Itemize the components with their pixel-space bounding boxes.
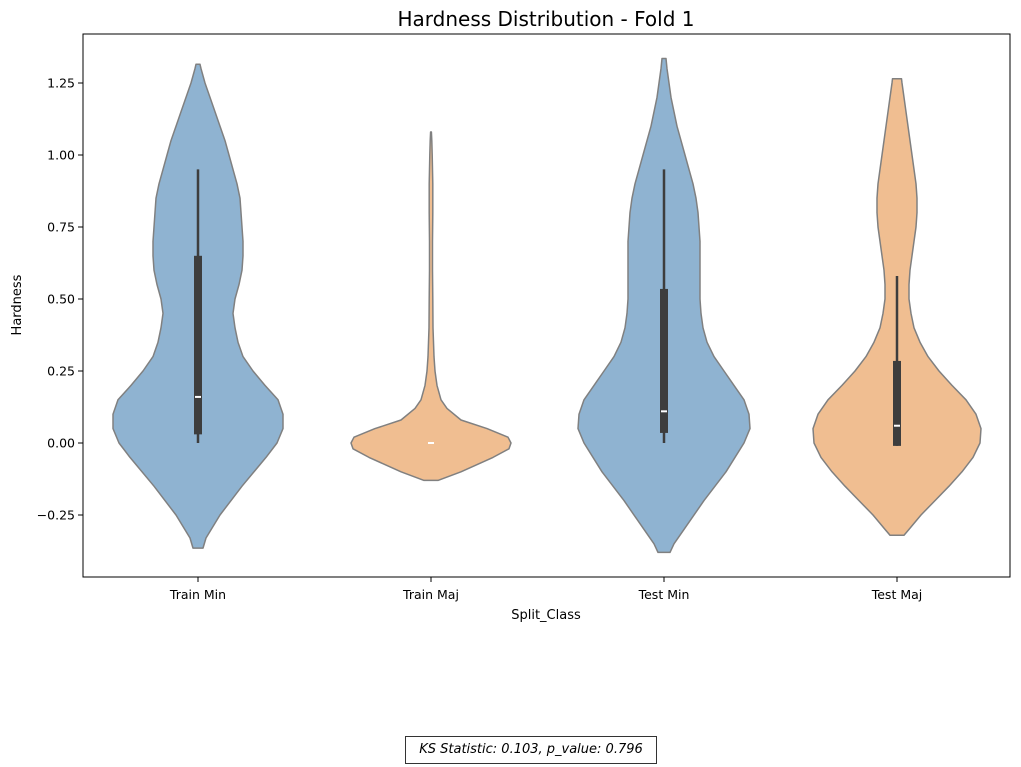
x-axis-label: Split_Class <box>511 608 581 623</box>
y-axis-label: Hardness <box>10 274 25 335</box>
chart-title: Hardness Distribution - Fold 1 <box>397 7 694 31</box>
y-tick-label: 1.00 <box>47 148 75 163</box>
violin-iqr-box <box>194 255 202 435</box>
y-axis: −0.25 0.00 0.25 0.50 0.75 1.00 1.25 <box>37 76 83 523</box>
x-axis: Train Min Train Maj Test Min Test Maj <box>169 577 922 602</box>
y-tick-label: 0.50 <box>47 292 75 307</box>
y-tick-label: 0.25 <box>47 364 75 379</box>
x-tick-label: Test Min <box>638 587 690 602</box>
violin-group <box>577 57 751 554</box>
violin-group <box>812 77 982 536</box>
violin-body <box>350 131 512 482</box>
violin-group <box>350 131 512 482</box>
x-tick-label: Train Maj <box>402 587 459 602</box>
x-tick-label: Train Min <box>169 587 226 602</box>
plot-border <box>82 33 1011 578</box>
y-tick-label: −0.25 <box>37 508 75 523</box>
x-tick-label: Test Maj <box>871 587 923 602</box>
violin-group <box>112 63 284 549</box>
violin-iqr-box <box>660 288 668 433</box>
y-tick-label: 0.00 <box>47 436 75 451</box>
violin-iqr-box <box>893 360 901 446</box>
y-tick-label: 0.75 <box>47 220 75 235</box>
violins-layer <box>112 57 982 554</box>
y-tick-label: 1.25 <box>47 76 75 91</box>
ks-statistic-annotation: KS Statistic: 0.103, p_value: 0.796 <box>405 736 657 764</box>
